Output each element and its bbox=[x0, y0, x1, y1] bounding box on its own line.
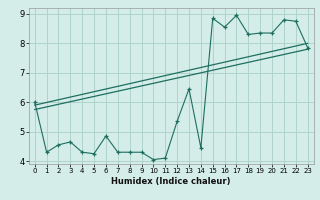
X-axis label: Humidex (Indice chaleur): Humidex (Indice chaleur) bbox=[111, 177, 231, 186]
